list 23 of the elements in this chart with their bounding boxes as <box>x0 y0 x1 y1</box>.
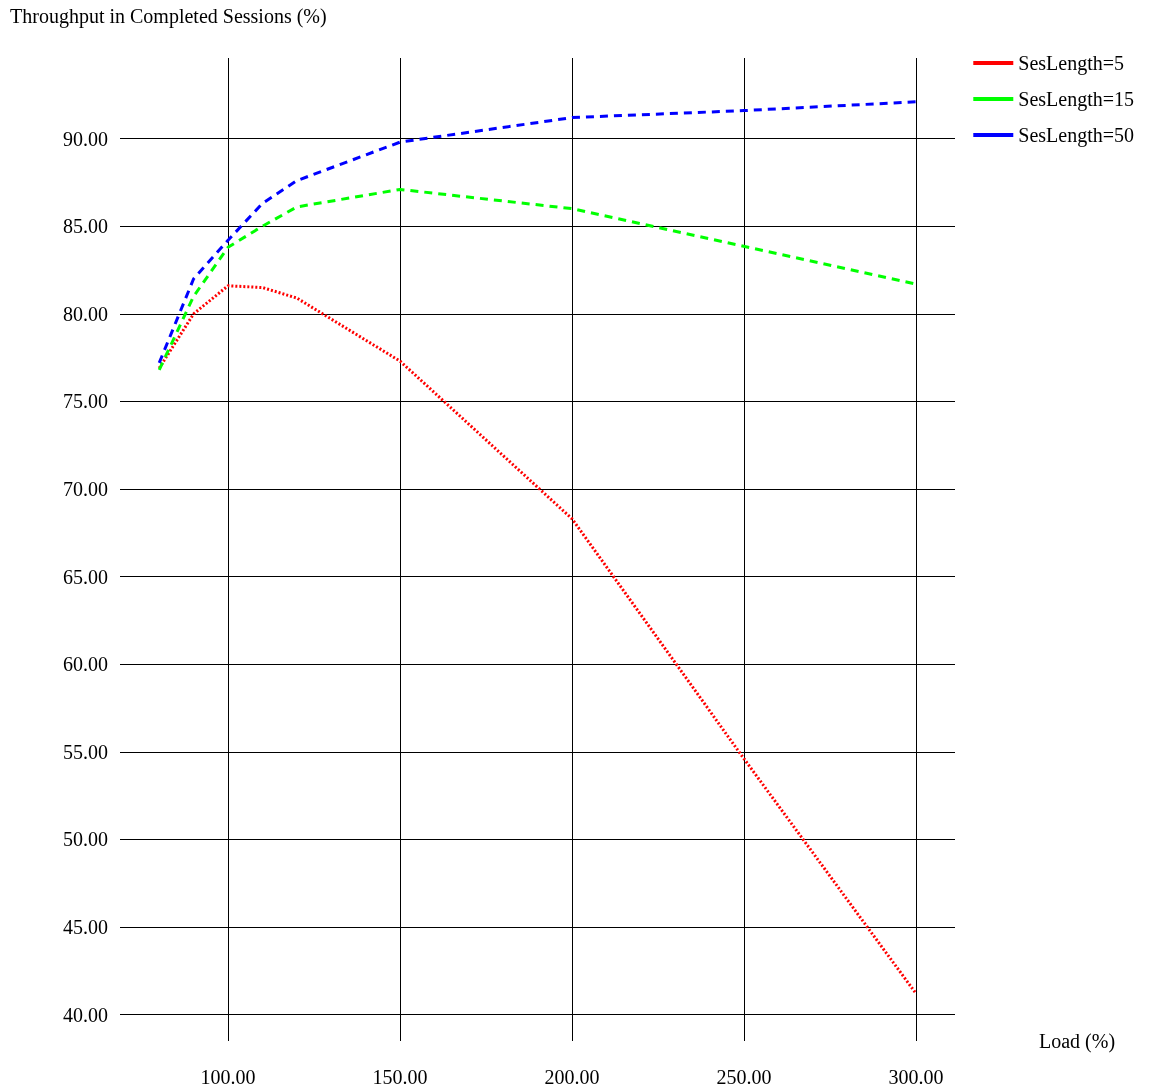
y-tick-label: 70.00 <box>63 478 108 501</box>
y-tick-label: 75.00 <box>63 390 108 413</box>
y-tick-label: 90.00 <box>63 127 108 150</box>
y-tick-label: 80.00 <box>63 302 108 325</box>
y-tick-label: 55.00 <box>63 740 108 763</box>
legend-label: SesLength=50 <box>1018 124 1135 147</box>
line-series <box>157 100 918 365</box>
y-tick-label: 65.00 <box>63 565 108 588</box>
legend-label: SesLength=15 <box>1018 88 1135 111</box>
x-axis-title: Load (%) <box>1039 1030 1116 1053</box>
x-tick-label: 100.00 <box>200 1066 256 1087</box>
y-tick-label: 40.00 <box>63 1003 108 1026</box>
y-axis-title: Throughput in Completed Sessions (%) <box>10 5 327 28</box>
x-tick-label: 250.00 <box>716 1066 772 1087</box>
x-tick-label: 150.00 <box>372 1066 428 1087</box>
line-series <box>157 284 918 996</box>
x-tick-label: 200.00 <box>544 1066 600 1087</box>
y-tick-label: 60.00 <box>63 653 108 676</box>
y-tick-label: 85.00 <box>63 215 108 238</box>
x-tick-label: 300.00 <box>888 1066 944 1087</box>
legend-label: SesLength=5 <box>1018 52 1125 75</box>
y-tick-label: 50.00 <box>63 828 108 851</box>
y-tick-label: 45.00 <box>63 916 108 939</box>
